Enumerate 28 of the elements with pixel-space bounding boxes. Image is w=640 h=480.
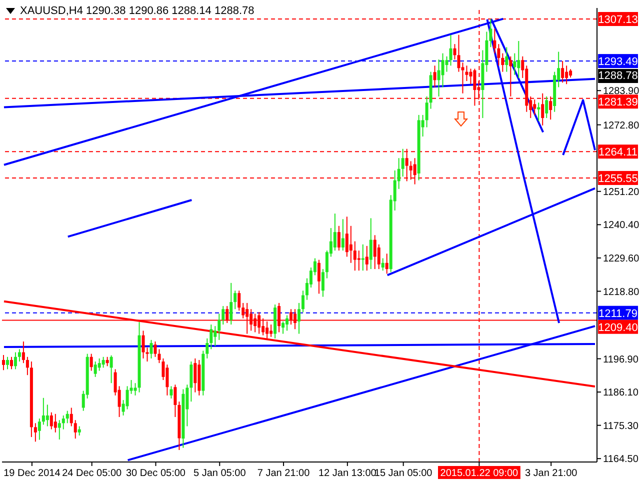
x-tick-label: 5 Jan 05:00 <box>194 468 246 479</box>
ref-line-label: 1281.39 <box>598 96 638 109</box>
y-tick-label: 1164.50 <box>603 454 639 466</box>
x-tick-label: 12 Jan 13:00 <box>318 468 377 479</box>
y-tick-label: 1218.80 <box>603 286 640 298</box>
ref-line-label: 1211.79 <box>598 308 638 320</box>
x-tick-label: 15 Jan 05:00 <box>374 468 433 479</box>
y-tick-label: 1272.80 <box>603 120 640 132</box>
y-tick-label: 1251.20 <box>603 186 640 198</box>
x-tick-label: 7 Jan 21:00 <box>257 468 310 479</box>
x-tick-label: 3 Jan 21:00 <box>524 468 578 479</box>
ref-line-label: 1307.13 <box>598 14 638 26</box>
ref-line-label: 1293.49 <box>598 56 638 68</box>
ref-line-label: 1264.11 <box>598 146 638 159</box>
y-tick-label: 1283.90 <box>603 86 640 98</box>
y-tick-label: 1240.40 <box>603 220 640 232</box>
chart-title: XAUUSD,H4 1290.38 1290.86 1288.14 1288.78 <box>20 5 254 17</box>
y-tick-label: 1175.30 <box>603 420 639 432</box>
y-tick-label: 1196.90 <box>603 354 639 366</box>
ref-line-label: 1255.55 <box>598 172 638 185</box>
x-tick-label: 2015.01.22 09:00 <box>440 468 519 479</box>
x-tick-label: 24 Dec 05:00 <box>62 468 122 479</box>
x-tick-label: 19 Dec 2014 <box>4 468 61 479</box>
annotation: 1288.78 <box>598 68 638 83</box>
x-tick-label: 30 Dec 05:00 <box>126 468 186 479</box>
y-tick-label: 1186.10 <box>603 388 639 399</box>
y-tick-label: 1229.60 <box>603 254 640 265</box>
ref-line-label: 1209.40 <box>598 322 638 334</box>
